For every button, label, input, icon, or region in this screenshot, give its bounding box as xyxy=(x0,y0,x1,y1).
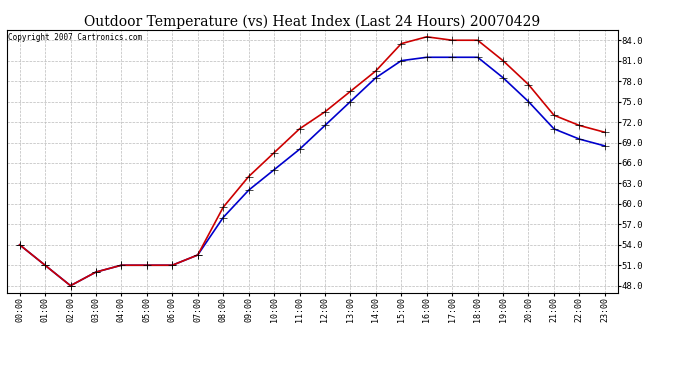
Title: Outdoor Temperature (vs) Heat Index (Last 24 Hours) 20070429: Outdoor Temperature (vs) Heat Index (Las… xyxy=(84,15,540,29)
Text: Copyright 2007 Cartronics.com: Copyright 2007 Cartronics.com xyxy=(8,33,142,42)
